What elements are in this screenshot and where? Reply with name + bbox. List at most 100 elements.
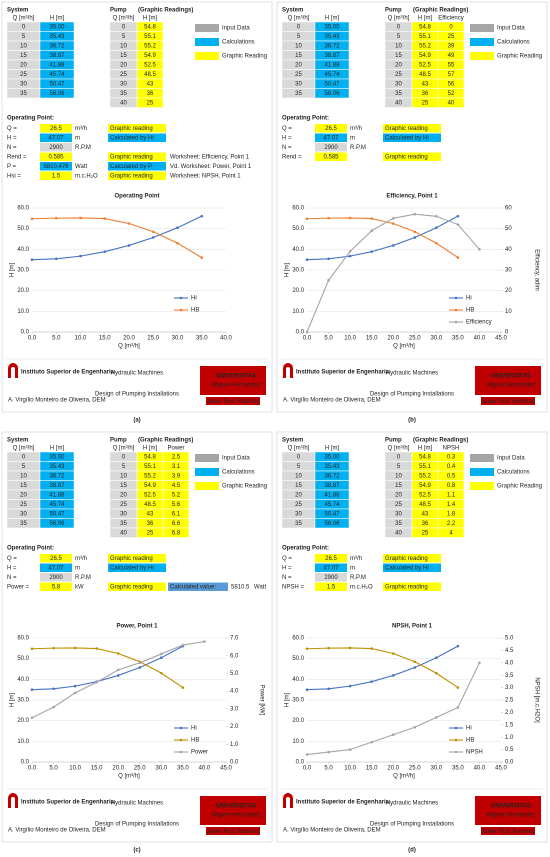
op-label: H = (7, 566, 17, 572)
x-tick-label: 45.0 (220, 766, 232, 772)
legend-swatch (195, 52, 219, 60)
op-extra-value: 5810.5 (231, 585, 250, 591)
op-value: 26.5 (325, 126, 337, 132)
table-cell-text: 30 (395, 82, 402, 88)
series-point (456, 686, 460, 689)
series-point (30, 716, 34, 720)
institute-name: Instituto Superior de Engenharia (296, 800, 390, 806)
subject: Design of Pumping Installations (370, 822, 454, 828)
table-cell-text: 48.5 (144, 502, 156, 508)
table-title: Pump (385, 438, 402, 444)
legend-swatch (470, 482, 494, 490)
table-subtitle: (Graphic Readings) (138, 8, 193, 14)
author: A. Virgílio Monteiro de Oliveira, DEM (283, 398, 381, 404)
series-point (138, 666, 142, 669)
series-point (305, 753, 309, 756)
chart-title: Efficiency, Point 1 (386, 194, 438, 200)
series-line (31, 645, 184, 691)
series-point (52, 705, 55, 709)
table-cell-text: 15 (295, 53, 302, 59)
table-header: Efficiency (438, 16, 464, 22)
series-point (435, 656, 438, 659)
op-unit: m.c.H₂O (75, 174, 98, 180)
table-cell-text: 30 (20, 82, 27, 88)
table-header: NPSH (443, 446, 460, 452)
table-cell-text: 54.8 (144, 455, 156, 461)
op-note: Graphic reading (385, 126, 428, 132)
series-point (435, 716, 438, 719)
course: Hydraulic Machines (386, 371, 438, 377)
table-header: Q [m³/h] (113, 446, 135, 452)
y2-axis-label: Power [kW] (258, 685, 264, 716)
y2-tick-label: 20 (505, 288, 512, 294)
series-line (306, 217, 459, 259)
op-value-box (40, 171, 72, 180)
table-cell-text: 36.72 (324, 44, 340, 50)
table-cell-text: 25 (448, 34, 455, 40)
y-axis-label: H [m] (285, 263, 291, 278)
series-point (327, 750, 330, 754)
legend-label: Graphic Reading (497, 484, 542, 490)
y-tick-label: 40.0 (17, 247, 29, 253)
university-sub: Miguel Hernández (487, 383, 536, 389)
y2-tick-label: 4.0 (230, 689, 239, 695)
table-cell-text: 35.43 (49, 464, 65, 470)
table-header: H [m] (143, 446, 158, 452)
legend-marker (179, 296, 183, 300)
y-tick-label: 50.0 (17, 226, 29, 232)
x-tick-label: 20.0 (387, 336, 399, 342)
op-note: Graphic reading (110, 126, 153, 132)
table-cell-text: 45.74 (324, 72, 340, 78)
op-value: 47.07 (48, 566, 64, 572)
op-unit: m (75, 136, 80, 142)
op-value-box (40, 124, 72, 133)
table-cell (136, 97, 164, 108)
table-header: H [m] (418, 16, 433, 22)
op-note: Graphic reading (110, 556, 153, 562)
legend-entry: Efficiency (466, 320, 492, 326)
op-note: Graphic reading (110, 155, 153, 161)
series-point (305, 647, 309, 651)
op-value: 1.5 (52, 174, 61, 180)
table-cell (314, 88, 350, 99)
table-cell-text: 54.9 (144, 53, 156, 59)
table-cell-text: 36 (422, 91, 429, 97)
y-tick-label: 10.0 (17, 309, 29, 315)
series-point (305, 258, 309, 261)
y2-tick-label: 1.0 (230, 742, 239, 748)
table-cell-text: 52.5 (144, 493, 156, 499)
x-axis-label: Q [m³/h] (118, 774, 140, 780)
series-point (305, 217, 309, 221)
series-point (138, 661, 142, 665)
op-unit: kW (75, 585, 84, 591)
table-header: H [m] (418, 446, 433, 452)
x-tick-label: 10.0 (344, 766, 356, 772)
op-value: 1.5 (327, 585, 336, 591)
panel-caption: (a) (133, 418, 140, 424)
x-tick-label: 45.0 (495, 336, 507, 342)
table-cell-text: 35.00 (49, 455, 65, 461)
table-title: System (7, 438, 28, 444)
series-point (181, 643, 185, 647)
series-point (370, 217, 373, 220)
series-point (73, 646, 77, 650)
table-cell-text: 25 (20, 72, 27, 78)
y2-tick-label: 7.0 (230, 636, 239, 642)
op-note-box (383, 133, 441, 142)
table-header: Q [m³/h] (13, 446, 35, 452)
course: Hydraulic Machines (111, 801, 163, 807)
series-point (73, 684, 77, 688)
legend-label: Graphic Reading (222, 54, 267, 60)
legend-entry: HB (191, 738, 199, 744)
table-cell-text: 56.06 (324, 91, 340, 97)
table-title: Pump (110, 8, 127, 14)
y-tick-label: 60.0 (292, 206, 304, 212)
op-note: Graphic reading (385, 585, 428, 591)
table-cell-text: 55.2 (144, 474, 156, 480)
legend-marker (454, 296, 458, 300)
y-tick-label: 30.0 (292, 268, 304, 274)
y-tick-label: 30.0 (17, 268, 29, 274)
table-cell-text: 30 (395, 512, 402, 518)
table-cell-text: 25 (120, 502, 127, 508)
